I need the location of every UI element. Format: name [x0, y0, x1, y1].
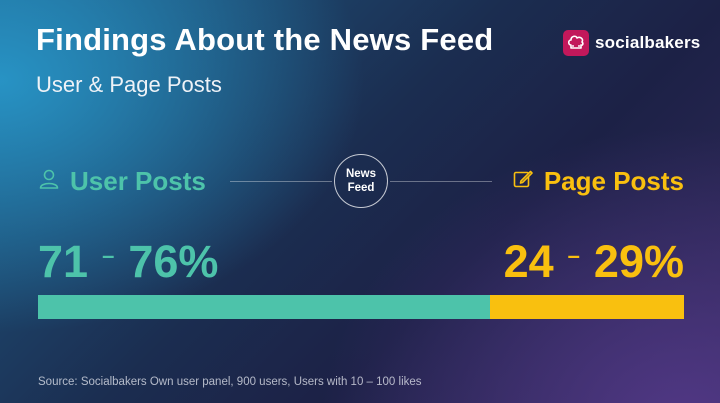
- page-range-high: 29%: [593, 236, 684, 287]
- news-feed-badge: News Feed: [334, 154, 388, 208]
- divider-line-left: [230, 181, 332, 182]
- user-posts-range: 71 – 76%: [38, 236, 218, 288]
- page-range-low: 24: [503, 236, 554, 287]
- page-posts-text: Page Posts: [543, 166, 684, 196]
- user-range-high: 76%: [128, 236, 219, 287]
- user-share-segment: [38, 295, 491, 319]
- user-range-low: 71: [38, 236, 89, 287]
- user-range-separator: –: [102, 243, 115, 268]
- news-feed-line2: Feed: [347, 182, 375, 194]
- pencil-edit-icon: [512, 166, 534, 197]
- news-feed-line1: News: [345, 168, 377, 180]
- page-posts-range: 24 – 29%: [504, 236, 684, 288]
- divider-line-right: [390, 181, 492, 182]
- user-posts-text: User Posts: [70, 166, 206, 196]
- page-title: Findings About the News Feed: [36, 22, 494, 57]
- source-note: Source: Socialbakers Own user panel, 900…: [38, 376, 422, 388]
- brand-name: socialbakers: [595, 33, 701, 52]
- page-subtitle: User & Page Posts: [36, 72, 222, 97]
- user-icon: [38, 166, 60, 197]
- page-share-segment: [490, 295, 684, 319]
- page-posts-label: Page Posts: [512, 166, 684, 197]
- page-range-separator: –: [567, 243, 580, 268]
- user-posts-label: User Posts: [38, 166, 206, 197]
- chef-hat-icon: [563, 30, 589, 56]
- share-bar: [38, 295, 684, 319]
- brand: socialbakers: [563, 30, 700, 56]
